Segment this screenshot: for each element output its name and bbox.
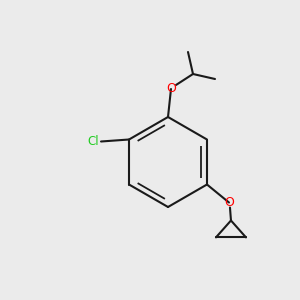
Text: O: O: [166, 82, 176, 95]
Text: O: O: [224, 196, 234, 209]
Text: Cl: Cl: [87, 135, 99, 148]
